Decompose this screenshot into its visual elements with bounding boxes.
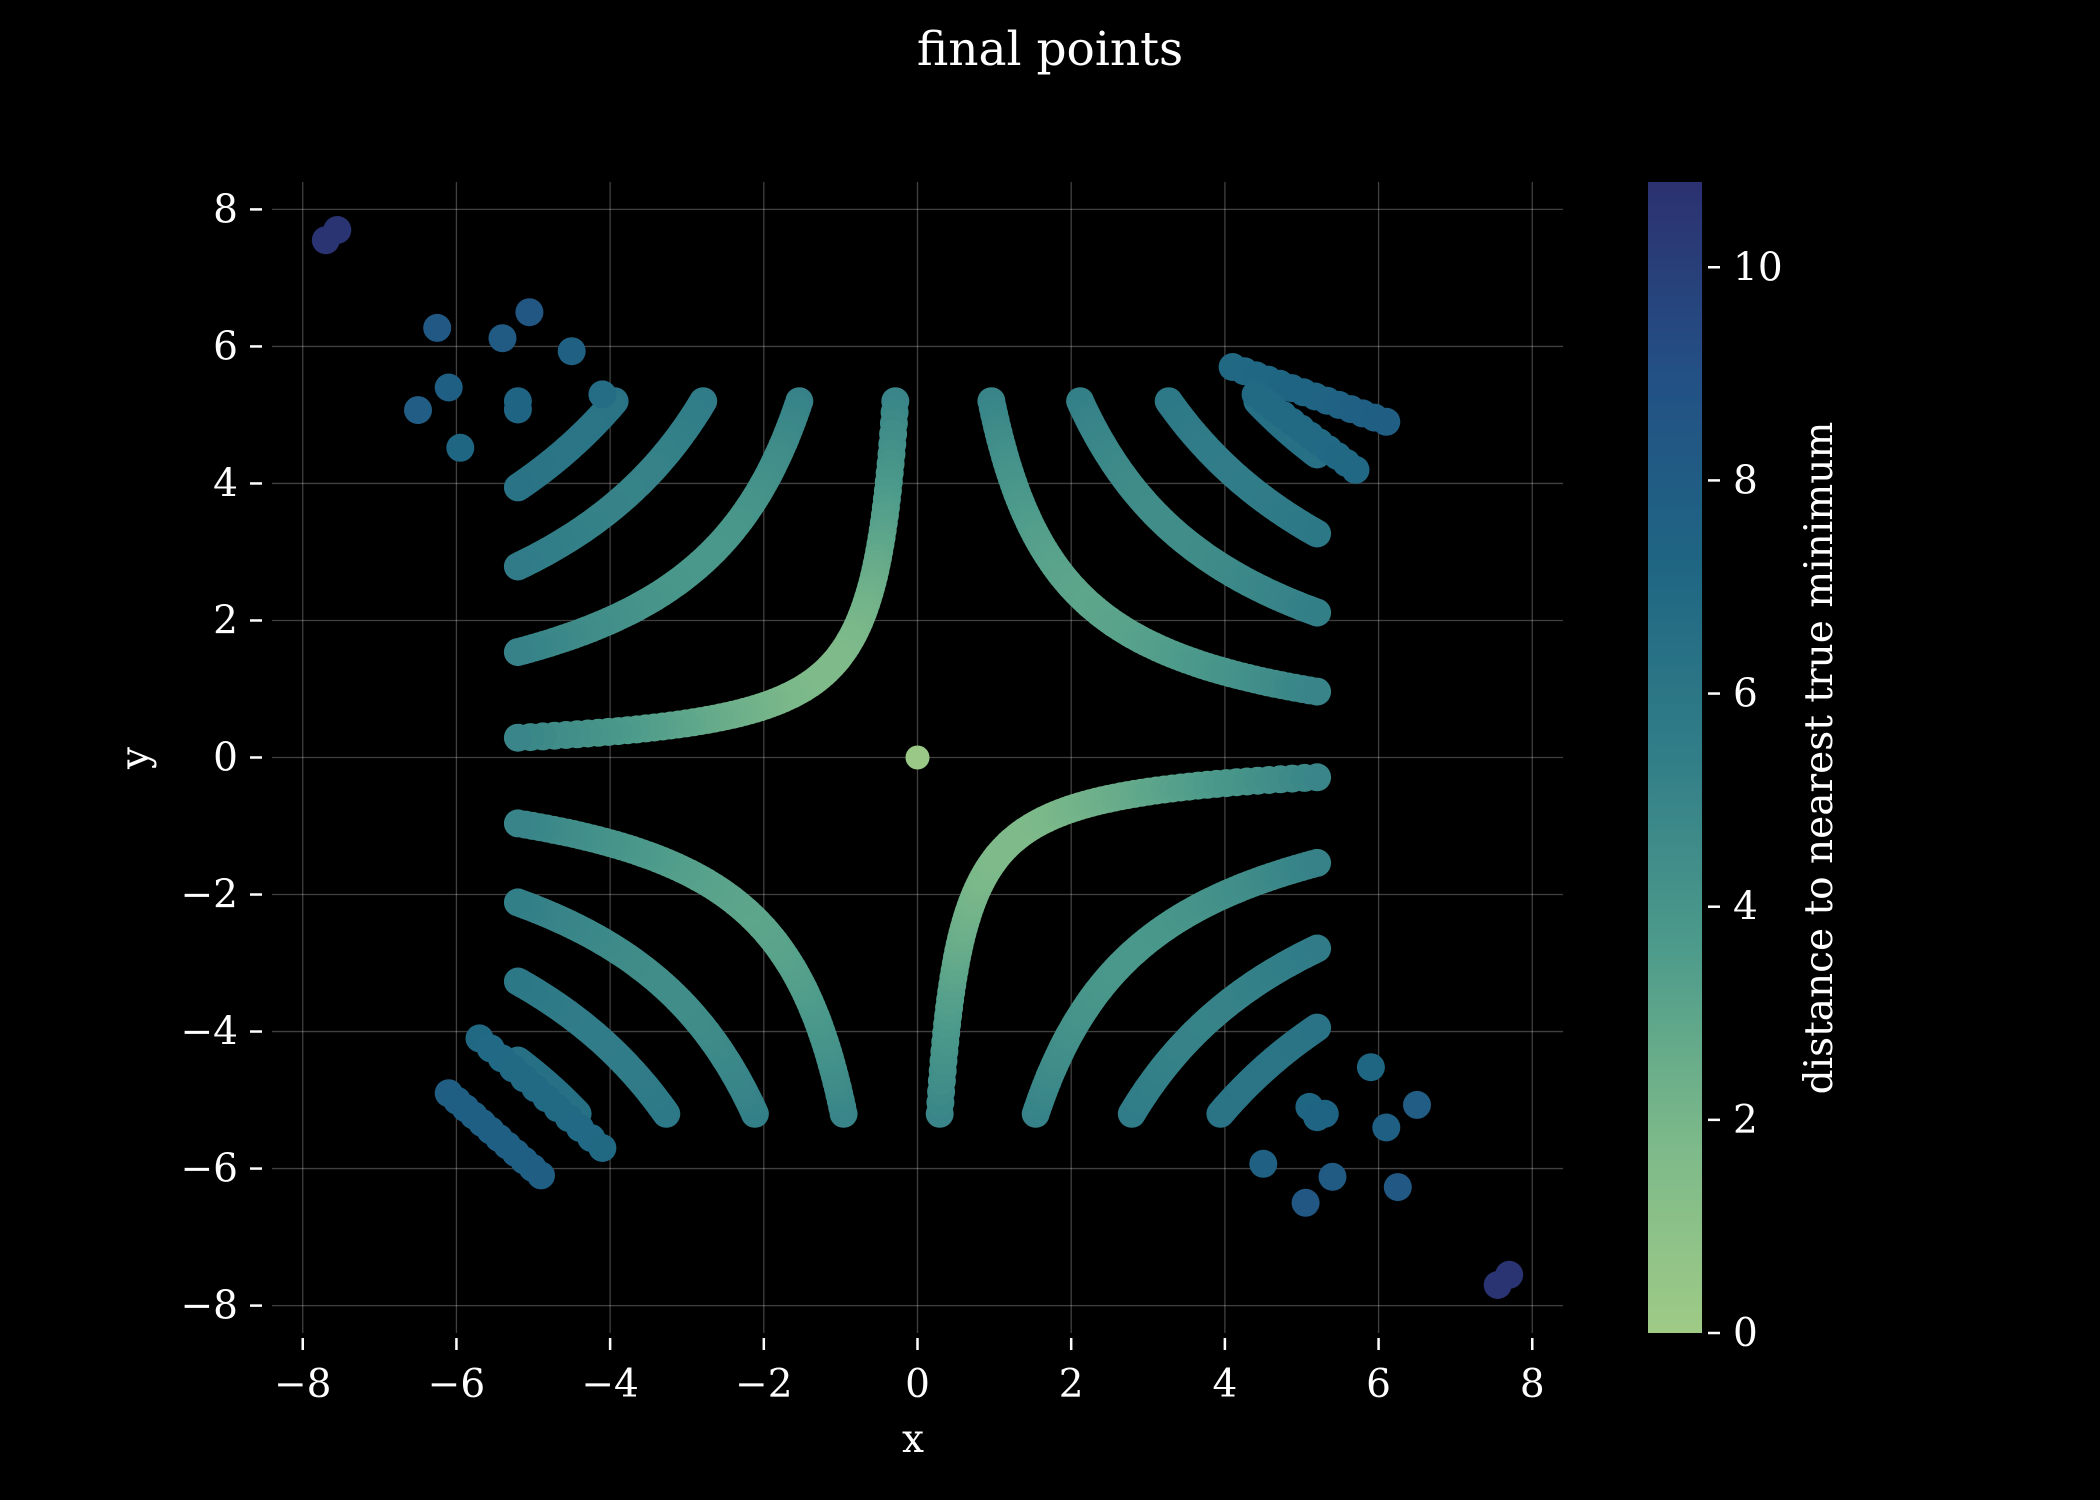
curve-point [1303,677,1332,706]
curve-point [1303,848,1332,877]
y-tick-label: −8 [181,1284,239,1329]
curve-point [1303,598,1332,627]
y-tick-label: 6 [213,324,238,369]
curve-point [1303,934,1332,963]
y-tick-label: −6 [181,1147,239,1192]
curve-point [1303,519,1332,548]
colorbar-tick-label: 0 [1733,1311,1758,1356]
curve-point [503,473,532,502]
chart-title: final points [917,22,1183,77]
curve-point [503,809,532,838]
x-tick-label: 4 [1212,1362,1237,1407]
curve-point [503,723,532,752]
scatter-point [515,298,544,327]
x-axis-title: x [902,1417,924,1462]
cluster-point [588,1134,617,1162]
cluster-point [1341,455,1370,484]
y-tick-label: −2 [181,873,239,918]
curve-point [1303,763,1332,792]
colorbar: 0 2 4 6 8 10 distance to nearest true minimum [1648,182,1842,1356]
y-axis: −8 −6 −4 −2 0 2 4 6 8 [181,187,262,1329]
x-tick-label: −4 [581,1362,639,1407]
scatter-point [1303,1103,1332,1132]
x-tick-label: 2 [1059,1362,1084,1407]
scatter-point [446,433,475,462]
colorbar-gradient [1648,182,1702,1333]
y-axis-title: y [113,747,158,770]
scatter-point [488,324,517,353]
curve-point [503,638,532,667]
scatter-point [404,396,432,425]
scatter-point [1403,1090,1431,1119]
y-tick-label: −4 [181,1010,239,1055]
colorbar-ticks: 0 2 4 6 8 10 [1708,245,1783,1356]
scatter-point [1249,1149,1278,1178]
scatter-point [1383,1173,1412,1202]
colorbar-tick-label: 6 [1733,672,1758,717]
data-points [311,216,1524,1299]
y-tick-label: 2 [213,598,238,643]
colorbar-tick-label: 8 [1733,458,1758,503]
cluster-point [588,380,617,409]
y-tick-label: 8 [213,187,238,232]
curve-point [503,967,532,996]
scatter-point [1356,1053,1385,1082]
y-tick-label: 4 [213,461,238,506]
scatter-point [423,313,452,342]
x-tick-label: −8 [274,1362,332,1407]
cluster-point [1372,407,1401,436]
x-tick-label: 0 [905,1362,930,1407]
x-tick-label: 6 [1366,1362,1391,1407]
x-tick-label: −6 [428,1362,486,1407]
scatter-point [434,373,463,402]
scatter-point [1495,1260,1524,1289]
scatter-point [503,395,532,424]
scatter-point [1318,1162,1347,1191]
x-axis: −8 −6 −4 −2 0 2 4 6 8 [274,1338,1545,1407]
curve-point [1303,1013,1332,1042]
scatter-point [323,216,352,244]
scatter-point [1291,1188,1320,1217]
curve-point [503,552,532,581]
cluster-point [527,1161,555,1190]
y-tick-label: 0 [213,736,238,781]
colorbar-tick-label: 2 [1733,1098,1758,1143]
colorbar-tick-label: 10 [1733,245,1783,290]
colorbar-tick-label: 4 [1733,885,1758,930]
x-tick-label: −2 [735,1362,793,1407]
curve-point [503,888,532,917]
scatter-point [1372,1113,1401,1142]
scatter-point [557,337,586,366]
x-tick-label: 8 [1520,1362,1545,1407]
colorbar-label: distance to nearest true minimum [1797,422,1842,1095]
scatter-point [905,745,930,770]
